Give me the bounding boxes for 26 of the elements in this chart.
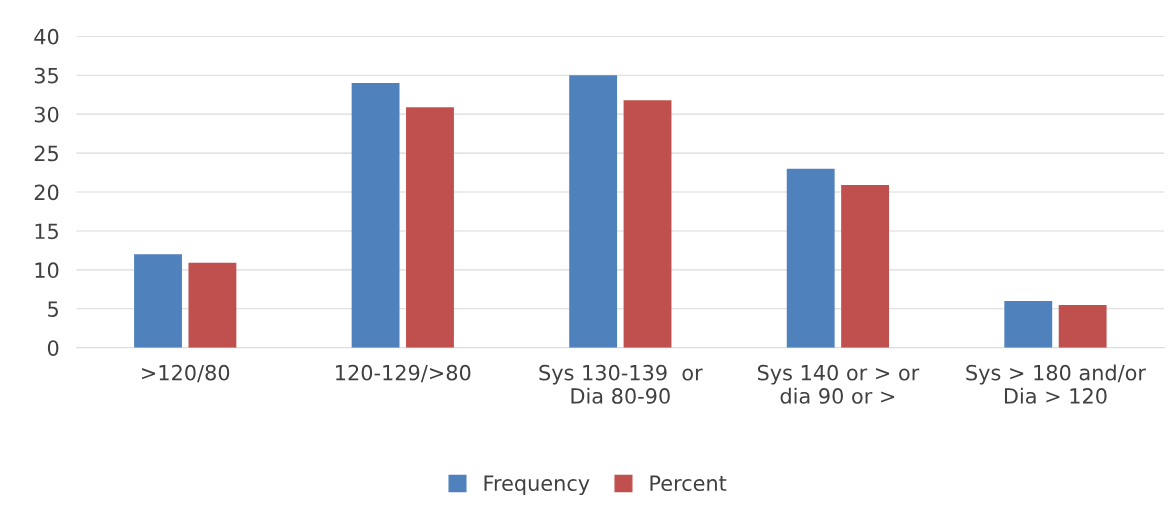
y-tick-label: 20 [34, 184, 59, 201]
bar [406, 107, 454, 348]
bar [134, 254, 182, 348]
x-tick-label: 120-129/>80 [336, 364, 471, 383]
bar [188, 262, 237, 348]
y-tick-label: 5 [48, 301, 58, 318]
x-tick-label: Sys 140 or > or dia 90 or > [757, 364, 920, 404]
bar [623, 100, 672, 348]
y-tick-label: 40 [34, 28, 59, 45]
y-tick-label: 35 [34, 67, 58, 84]
bar [1058, 304, 1107, 348]
x-tick-label: Sys > 180 and/or Dia > 120 [966, 364, 1146, 404]
legend-label: Percent [650, 475, 727, 492]
x-tick-label: Sys 130-139 or Dia 80-90 [539, 364, 703, 404]
bar [841, 185, 890, 348]
bar [569, 75, 618, 348]
y-tick-label: 30 [34, 106, 59, 123]
bar [1004, 301, 1053, 348]
bar [786, 168, 835, 348]
y-tick-label: 15 [35, 223, 58, 240]
legend-label: Frequency [484, 475, 590, 496]
bar [351, 83, 400, 348]
x-tick-label: >120/80 [142, 364, 230, 383]
y-tick-label: 10 [35, 262, 59, 279]
y-tick-label: 0 [47, 340, 59, 356]
y-tick-label: 25 [34, 145, 58, 162]
